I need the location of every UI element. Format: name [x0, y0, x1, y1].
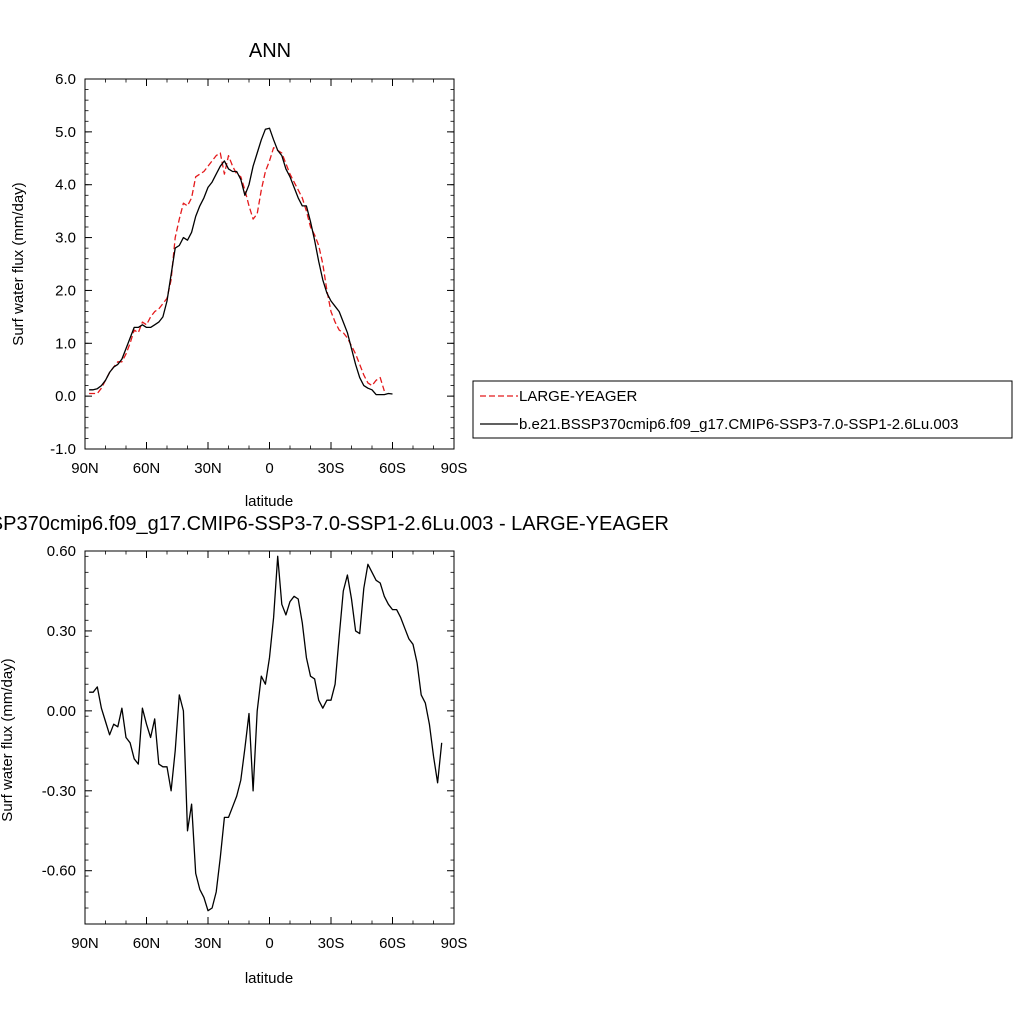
legend: LARGE-YEAGER b.e21.BSSP370cmip6.f09_g17.… — [472, 380, 1013, 439]
top-series-line-0 — [89, 147, 385, 395]
bottom-y-axis-label: Surf water flux (mm/day) — [0, 658, 16, 821]
top-y-tick-label: 2.0 — [55, 282, 76, 299]
top-y-tick-label: -1.0 — [50, 441, 76, 458]
bottom-panel: b.e21.BSSP370cmip6.f09_g17.CMIP6-SSP3-7.… — [0, 513, 669, 987]
top-x-tick-label: 90N — [71, 460, 99, 477]
top-x-tick-label: 0 — [265, 460, 273, 477]
top-series-line-1 — [89, 127, 393, 396]
top-x-tick-label: 60S — [379, 460, 406, 477]
top-y-tick-label: 0.0 — [55, 388, 76, 405]
top-x-axis-label: latitude — [245, 493, 293, 510]
bottom-chart-title: b.e21.BSSP370cmip6.f09_g17.CMIP6-SSP3-7.… — [0, 513, 669, 535]
bottom-y-tick-label: -0.60 — [42, 863, 76, 880]
bottom-x-tick-label: 90S — [441, 935, 468, 952]
top-series-lines — [89, 127, 393, 396]
top-panel: ANN -1.0 0.0 1.0 2.0 3.0 4.0 5.0 6.0 90N 60N 30N 0… — [10, 40, 467, 510]
bottom-series-lines — [89, 555, 443, 912]
bottom-x-tick-label: 60S — [379, 935, 406, 952]
bottom-y-tick-label: 0.00 — [47, 703, 76, 720]
top-y-tick-label: 1.0 — [55, 335, 76, 352]
bottom-y-tick-label: 0.60 — [47, 543, 76, 560]
top-plot-frame — [84, 78, 455, 450]
top-y-axis-label: Surf water flux (mm/day) — [10, 182, 27, 345]
legend-label-large-yeager: LARGE-YEAGER — [519, 388, 638, 405]
top-y-tick-label: 4.0 — [55, 177, 76, 194]
bottom-x-tick-label: 0 — [265, 935, 273, 952]
bottom-x-tick-label: 30N — [194, 935, 222, 952]
bottom-series-line-0 — [89, 555, 443, 912]
bottom-y-ticks: -0.60 -0.30 0.00 0.30 0.60 — [42, 543, 454, 925]
top-x-tick-label: 30N — [194, 460, 222, 477]
bottom-x-tick-label: 60N — [133, 935, 161, 952]
top-y-tick-label: 3.0 — [55, 230, 76, 247]
bottom-x-tick-label: 90N — [71, 935, 99, 952]
bottom-x-ticks: 90N 60N 30N 0 30S 60S 90S — [71, 551, 467, 952]
top-x-ticks: 90N 60N 30N 0 30S 60S 90S — [71, 79, 467, 477]
top-chart-title: ANN — [249, 40, 291, 62]
top-x-tick-label: 30S — [318, 460, 345, 477]
legend-label-experiment: b.e21.BSSP370cmip6.f09_g17.CMIP6-SSP3-7.… — [519, 416, 958, 433]
legend-box — [472, 380, 1013, 439]
top-x-tick-label: 90S — [441, 460, 468, 477]
bottom-x-tick-label: 30S — [318, 935, 345, 952]
top-y-ticks: -1.0 0.0 1.0 2.0 3.0 4.0 5.0 6.0 — [50, 71, 454, 458]
top-x-tick-label: 60N — [133, 460, 161, 477]
bottom-x-axis-label: latitude — [245, 970, 293, 987]
bottom-y-tick-label: -0.30 — [42, 783, 76, 800]
bottom-y-tick-label: 0.30 — [47, 623, 76, 640]
top-y-tick-label: 5.0 — [55, 124, 76, 141]
top-y-tick-label: 6.0 — [55, 71, 76, 88]
